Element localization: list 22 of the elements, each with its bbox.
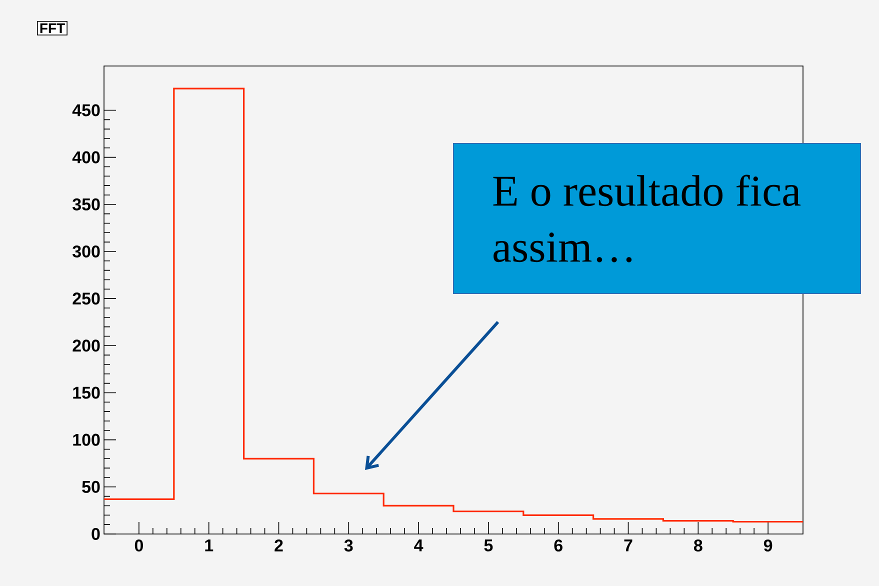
x-tick-label: 4 bbox=[414, 540, 424, 552]
y-tick-label: 300 bbox=[72, 245, 100, 258]
y-tick-label: 400 bbox=[72, 151, 100, 164]
y-tick-label: 250 bbox=[72, 292, 100, 305]
y-tick-label: 0 bbox=[92, 528, 100, 540]
y-tick-label: 450 bbox=[72, 104, 100, 116]
y-tick-label: 150 bbox=[73, 386, 100, 399]
y-tick-label: 50 bbox=[82, 480, 100, 493]
x-tick-label: 5 bbox=[484, 540, 493, 552]
y-tick-label: 350 bbox=[72, 198, 100, 210]
x-tick-label: 8 bbox=[694, 540, 702, 552]
x-tick-label: 6 bbox=[554, 540, 562, 552]
x-tick-label: 2 bbox=[274, 540, 283, 552]
x-tick-label: 1 bbox=[205, 540, 214, 552]
x-tick-label: 9 bbox=[764, 540, 772, 552]
y-tick-label: 100 bbox=[73, 434, 100, 446]
annotation: E o resultado fica assim… bbox=[493, 174, 801, 262]
x-tick-label: 3 bbox=[344, 540, 353, 552]
x-tick-label: 7 bbox=[624, 540, 632, 552]
x-tick-label: 0 bbox=[134, 540, 143, 552]
y-tick-label: 200 bbox=[72, 340, 100, 352]
chart-title: FFT bbox=[40, 23, 65, 34]
